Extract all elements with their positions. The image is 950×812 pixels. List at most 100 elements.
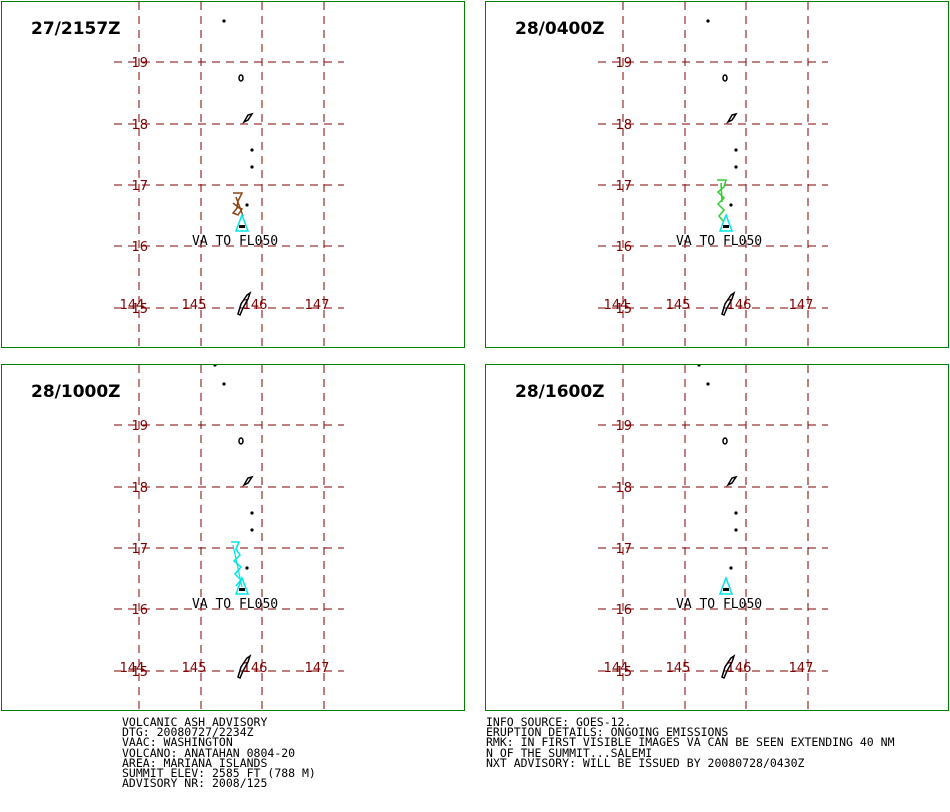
island	[237, 654, 252, 680]
latitude-label: 18	[131, 481, 148, 496]
island	[250, 528, 254, 532]
island	[722, 437, 728, 445]
map-panel-1: 19 18 17 16 15 144 145 146 147 VA TO FL050 27/215…	[1, 1, 465, 349]
ash-cloud-green	[716, 179, 727, 222]
latitude-label: 17	[131, 179, 148, 194]
latitude-label: 18	[615, 481, 632, 496]
longitude-label: 144	[604, 661, 629, 676]
island	[726, 112, 738, 124]
latitude-label: 17	[131, 542, 148, 557]
advisory-line: RMK: IN FIRST VISIBLE IMAGES VA CAN BE S…	[486, 735, 895, 750]
advisory-line: ERUPTION DETAILS: ONGOING EMISSIONS	[486, 725, 729, 740]
summit-triangle	[718, 212, 734, 232]
ash-cloud-cyan	[231, 541, 243, 587]
advisory-line: N OF THE SUMMIT...SALEMI	[486, 745, 653, 760]
longitude-label: 146	[243, 661, 268, 676]
summit-mark	[723, 225, 729, 228]
advisory-line: INFO SOURCE: GOES-12.	[486, 715, 632, 729]
summit-mark	[239, 588, 245, 591]
island	[222, 382, 226, 386]
ash-cloud-brown	[231, 192, 244, 216]
summit-triangle	[718, 575, 734, 595]
island	[242, 112, 254, 124]
island	[734, 165, 738, 169]
latitude-label: 18	[131, 118, 148, 133]
latitude-label: 15	[615, 665, 632, 680]
island	[237, 291, 252, 317]
longitude-label: 147	[789, 298, 814, 313]
island	[242, 475, 254, 487]
island	[250, 165, 254, 169]
ash-cloud-brown-stroke	[235, 196, 244, 217]
island	[726, 475, 738, 487]
island	[213, 365, 217, 367]
longitude-label: 147	[789, 661, 814, 676]
map-panel-2: 19 18 17 16 15 144 145 146 147 VA TO FL050 28/040…	[485, 1, 949, 349]
advisory-line: DTG: 20080727/2234Z	[122, 725, 254, 740]
island	[721, 291, 736, 317]
island	[238, 437, 244, 445]
island	[729, 203, 733, 207]
panel-time: 28/0400Z	[515, 19, 605, 39]
island	[222, 19, 226, 23]
longitude-label: 145	[182, 661, 207, 676]
island	[250, 511, 254, 515]
island	[734, 511, 738, 515]
longitude-label: 145	[666, 661, 691, 676]
ash-label: VA TO FL050	[676, 597, 762, 612]
island	[734, 148, 738, 152]
latitude-label: 15	[131, 302, 148, 317]
ash-label: VA TO FL050	[192, 597, 278, 612]
longitude-label: 144	[120, 661, 145, 676]
latitude-label: 16	[615, 240, 632, 255]
summit-mark	[723, 588, 729, 591]
latitude-label: 16	[131, 603, 148, 618]
island	[245, 566, 249, 570]
advisory-line: ADVISORY NR: 2008/125	[122, 776, 268, 791]
island	[721, 654, 736, 680]
latitude-label: 15	[615, 302, 632, 317]
latitude-label: 19	[131, 419, 148, 434]
latitude-label: 16	[615, 603, 632, 618]
advisory-line: AREA: MARIANA ISLANDS	[122, 755, 268, 770]
island	[734, 528, 738, 532]
longitude-label: 145	[182, 298, 207, 313]
ash-label: VA TO FL050	[192, 234, 278, 249]
summit-triangle	[234, 212, 250, 232]
longitude-label: 144	[120, 298, 145, 313]
advisory-line: VAAC: WASHINGTON	[122, 735, 233, 750]
latitude-label: 19	[131, 56, 148, 71]
advisory-right: INFO SOURCE: GOES-12. ERUPTION DETAILS: …	[486, 715, 895, 769]
latitude-label: 17	[615, 542, 632, 557]
island	[722, 74, 728, 82]
advisory-left: VOLCANIC ASH ADVISORY DTG: 20080727/2234…	[122, 715, 316, 791]
advisory-line: SUMMIT ELEV: 2585 FT (788 M)	[122, 766, 316, 781]
ash-label: VA TO FL050	[676, 234, 762, 249]
island	[245, 203, 249, 207]
longitude-label: 146	[727, 298, 752, 313]
longitude-label: 145	[666, 298, 691, 313]
map-panel-3: 19 18 17 16 15 144 145 146 147 VA TO FL050 28/100…	[1, 364, 465, 712]
island	[238, 74, 244, 82]
advisory-line: VOLCANO: ANATAHAN 0804-20	[122, 745, 296, 760]
latitude-label: 15	[131, 665, 148, 680]
longitude-label: 144	[604, 298, 629, 313]
panel-time: 27/2157Z	[31, 19, 121, 39]
island	[697, 365, 701, 367]
longitude-label: 147	[305, 661, 330, 676]
advisory-line: VOLCANIC ASH ADVISORY	[122, 715, 268, 729]
panel-time: 28/1600Z	[515, 382, 605, 402]
longitude-label: 146	[727, 661, 752, 676]
panel-time: 28/1000Z	[31, 382, 121, 402]
island	[706, 19, 710, 23]
latitude-label: 18	[615, 118, 632, 133]
island	[250, 148, 254, 152]
map-panel-4: 19 18 17 16 15 144 145 146 147 VA TO FL050 28/160…	[485, 364, 949, 712]
